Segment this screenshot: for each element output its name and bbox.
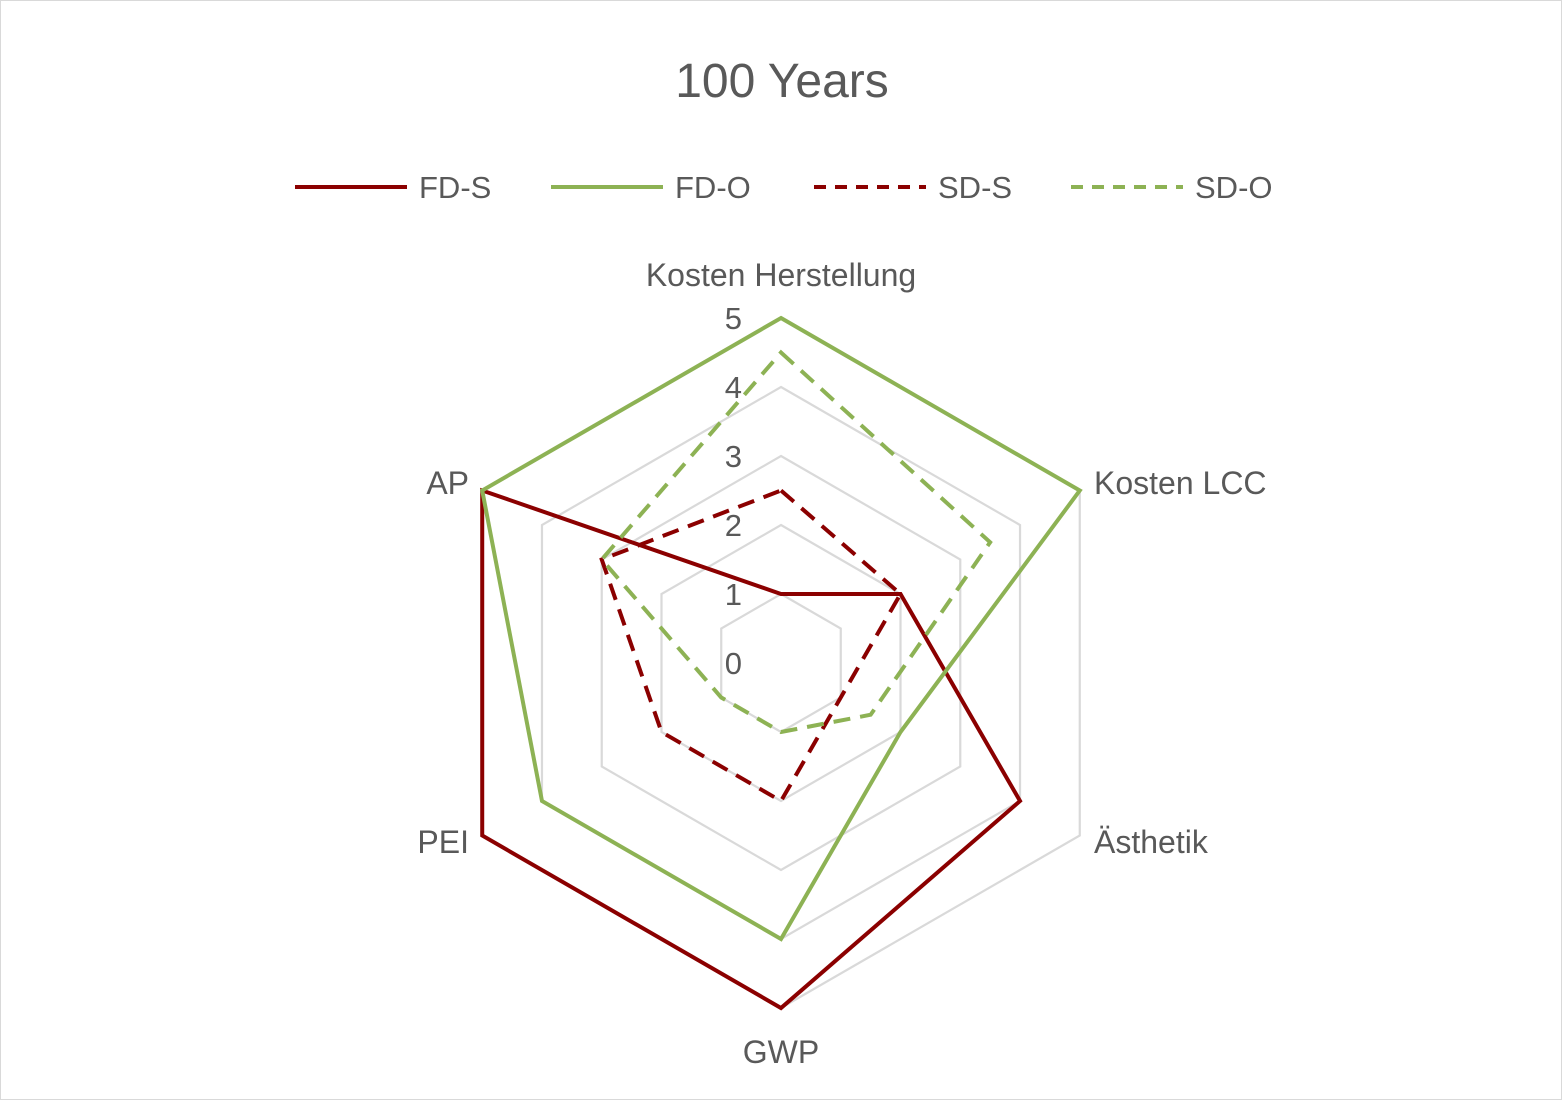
legend-label-fd-o: FD-O xyxy=(675,170,751,205)
axis-label-0: Kosten Herstellung xyxy=(646,257,916,293)
axis-label-3: GWP xyxy=(743,1034,819,1070)
series-line-fd-s xyxy=(480,487,1023,1011)
legend: FD-S FD-O SD-S SD-O xyxy=(295,170,1273,205)
series-line-sd-o xyxy=(599,349,993,735)
axis-label-2: Ästhetik xyxy=(1094,824,1209,860)
grid-ring-5 xyxy=(481,316,1081,1010)
axis-labels: Kosten Herstellung Kosten LCC Ästhetik GWP P… xyxy=(417,257,1266,1070)
legend-label-fd-s: FD-S xyxy=(419,170,491,205)
axis-label-5: AP xyxy=(426,465,469,501)
tick-label-1: 1 xyxy=(725,577,742,612)
series-line-fd-o xyxy=(479,315,1083,942)
tick-labels: 0 1 2 3 4 5 xyxy=(725,301,742,681)
tick-label-2: 2 xyxy=(725,508,742,543)
tick-label-4: 4 xyxy=(725,370,742,405)
tick-label-0: 0 xyxy=(725,646,742,681)
series-line-sd-s xyxy=(599,488,904,804)
grid-ring-4 xyxy=(540,385,1022,941)
legend-label-sd-s: SD-S xyxy=(938,170,1012,205)
legend-label-sd-o: SD-O xyxy=(1195,170,1273,205)
series-lines xyxy=(479,315,1083,1011)
tick-label-3: 3 xyxy=(725,439,742,474)
tick-label-5: 5 xyxy=(725,301,742,336)
chart-title: 100 Years xyxy=(675,55,889,108)
radar-grid xyxy=(481,316,1081,1010)
grid-ring-3 xyxy=(600,454,962,872)
axis-label-4: PEI xyxy=(417,824,469,860)
axis-label-1: Kosten LCC xyxy=(1094,465,1267,501)
